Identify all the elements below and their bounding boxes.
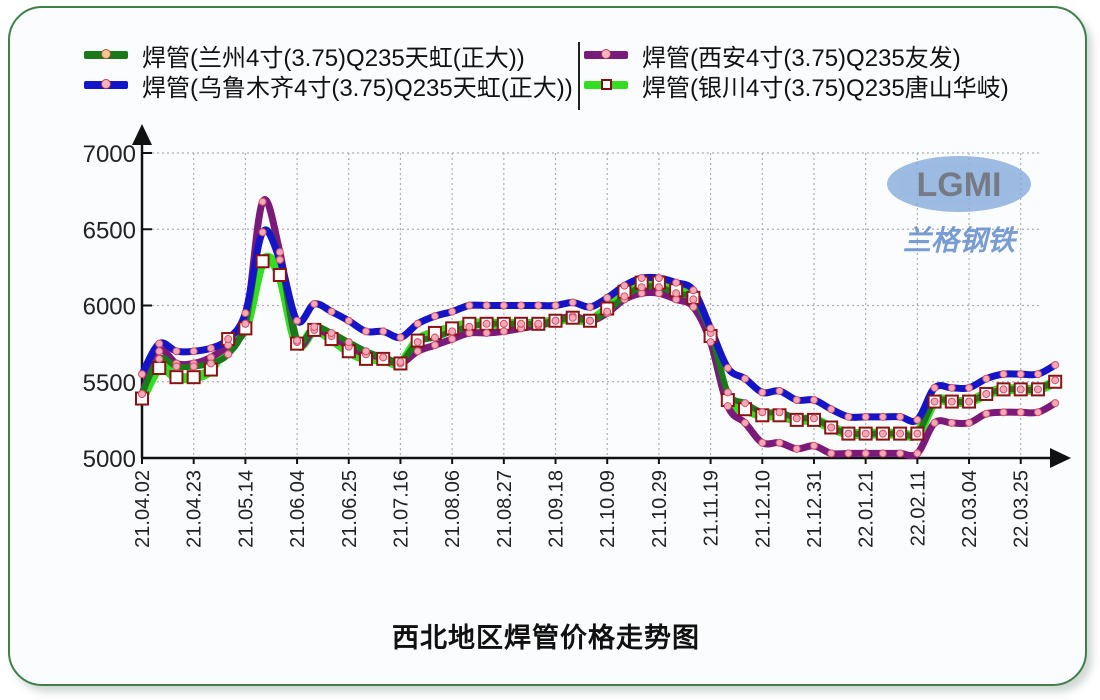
svg-text:21.06.25: 21.06.25 <box>339 470 361 548</box>
legend-swatch-blue-line-icon <box>84 79 128 89</box>
svg-text:7000: 7000 <box>83 141 136 168</box>
legend-divider <box>578 42 580 110</box>
svg-text:21.08.27: 21.08.27 <box>494 470 516 548</box>
legend-item-urumqi: 焊管(乌鲁木齐4寸(3.75)Q235天虹(正大)) <box>84 70 573 102</box>
svg-text:21.08.06: 21.08.06 <box>442 470 464 548</box>
legend-swatch-lightgreen-line-icon <box>584 79 628 90</box>
legend-label: 焊管(银川4寸(3.75)Q235唐山华岐) <box>642 74 1009 102</box>
svg-text:21.07.16: 21.07.16 <box>390 470 412 548</box>
svg-text:22.03.25: 22.03.25 <box>1011 470 1033 548</box>
svg-text:21.12.31: 21.12.31 <box>804 470 826 548</box>
chart-title: 西北地区焊管价格走势图 <box>392 623 700 653</box>
series-lines <box>135 196 1063 460</box>
legend-swatch-purple-line-icon <box>584 49 628 59</box>
svg-text:22.03.04: 22.03.04 <box>959 470 981 548</box>
logo-cn-text: 兰格钢铁 <box>903 224 1019 257</box>
svg-text:21.12.10: 21.12.10 <box>752 470 774 548</box>
svg-text:22.02.11: 22.02.11 <box>907 470 929 546</box>
svg-text:21.11.19: 21.11.19 <box>701 470 723 546</box>
chart-frame <box>8 6 1087 686</box>
svg-text:21.10.09: 21.10.09 <box>597 470 619 548</box>
x-axis-labels: 21.04.02 21.04.23 21.05.14 21.06.04 21.06.25… <box>132 470 1033 548</box>
svg-text:21.09.18: 21.09.18 <box>546 470 568 548</box>
y-axis-labels: 5000 5500 6000 6500 7000 <box>83 141 136 473</box>
legend: 焊管(兰州4寸(3.75)Q235天虹(正大)) 焊管(乌鲁木齐4寸(3.75)… <box>84 40 1044 104</box>
lgmi-logo-icon: LGMI 兰格钢铁 <box>887 156 1031 257</box>
svg-text:21.04.02: 21.04.02 <box>132 470 154 548</box>
svg-text:21.10.29: 21.10.29 <box>649 470 671 548</box>
svg-text:22.01.21: 22.01.21 <box>856 470 878 548</box>
logo-text: LGMI <box>917 166 1002 204</box>
legend-label: 焊管(西安4寸(3.75)Q235友发) <box>642 44 961 72</box>
legend-swatch-green-line-icon <box>84 49 128 59</box>
legend-item-yinchuan: 焊管(银川4寸(3.75)Q235唐山华岐) <box>584 70 1009 102</box>
svg-text:6000: 6000 <box>83 294 136 321</box>
legend-label: 焊管(乌鲁木齐4寸(3.75)Q235天虹(正大)) <box>142 74 573 102</box>
svg-text:21.04.23: 21.04.23 <box>184 470 206 548</box>
legend-label: 焊管(兰州4寸(3.75)Q235天虹(正大)) <box>142 44 525 72</box>
svg-text:21.05.14: 21.05.14 <box>235 470 257 548</box>
legend-item-xian: 焊管(西安4寸(3.75)Q235友发) <box>584 40 961 72</box>
series-line <box>137 252 1061 441</box>
legend-item-lanzhou: 焊管(兰州4寸(3.75)Q235天虹(正大)) <box>84 40 525 72</box>
svg-text:5000: 5000 <box>83 446 136 473</box>
svg-text:21.06.04: 21.06.04 <box>287 470 309 548</box>
svg-text:6500: 6500 <box>83 217 136 244</box>
svg-text:5500: 5500 <box>83 370 136 397</box>
